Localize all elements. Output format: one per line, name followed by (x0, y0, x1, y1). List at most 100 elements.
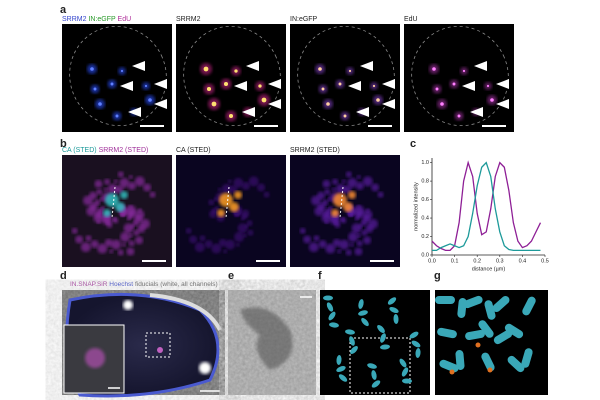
segment (380, 333, 386, 343)
arrowhead (360, 61, 373, 71)
segment (463, 295, 483, 309)
nucleus-outline (69, 25, 167, 127)
segment (336, 355, 342, 365)
blob (321, 212, 332, 223)
image-f (320, 290, 430, 395)
segment (522, 296, 536, 316)
spot (432, 67, 436, 71)
y-tick-label: 0.2 (421, 234, 429, 240)
blob (246, 220, 253, 227)
nucleus-outline (411, 25, 509, 127)
spot (223, 81, 229, 87)
arrowhead (128, 107, 141, 117)
channel: Hoechst (109, 281, 133, 288)
blob (120, 232, 131, 243)
blob (355, 181, 364, 190)
blob (337, 249, 342, 254)
blob (211, 243, 222, 254)
arrowhead (268, 99, 281, 109)
blob (234, 232, 245, 243)
blob (111, 239, 122, 250)
spot (211, 101, 217, 107)
blob (331, 187, 336, 192)
segment (350, 346, 358, 354)
nucleus-outline (297, 25, 395, 127)
blob (310, 195, 321, 206)
segment (399, 358, 407, 368)
blob (362, 176, 373, 187)
blob (313, 235, 320, 242)
image-b (290, 155, 400, 267)
y-axis-label: normalized intensity (413, 182, 419, 231)
segment (358, 299, 364, 309)
blob (103, 187, 108, 192)
blob (139, 218, 150, 229)
blob (112, 217, 119, 224)
segment (380, 344, 390, 350)
spot (115, 114, 119, 118)
spot (348, 69, 352, 73)
blob (242, 233, 247, 238)
blob (244, 224, 249, 229)
x-tick-label: 0.4 (519, 258, 527, 264)
blob (99, 197, 104, 202)
image-title: SRRM2 IN:eGFP EdU (62, 16, 131, 23)
blob (322, 179, 331, 188)
arrowhead (348, 81, 361, 91)
spot (110, 82, 114, 86)
image-title: SRRM2 (176, 16, 201, 23)
blob (82, 195, 93, 206)
arrowhead (154, 99, 167, 109)
blob (241, 181, 250, 190)
blob (133, 229, 140, 236)
line-series (431, 160, 542, 252)
segment (336, 365, 346, 373)
channel: fiducials (white, all channels) (135, 281, 218, 288)
channel: SRRM2 (STED) (99, 147, 149, 154)
blob (208, 199, 215, 206)
image-title: SRRM2 (STED) (290, 147, 340, 154)
segment (326, 302, 334, 312)
blob (221, 183, 232, 194)
segment (457, 298, 467, 318)
spot (206, 86, 212, 92)
arrowhead (496, 99, 509, 109)
blob (134, 209, 145, 220)
blob (189, 235, 198, 244)
segment (371, 370, 377, 380)
segment (439, 359, 459, 373)
segment (481, 352, 495, 372)
y-tick-label: 0.0 (421, 252, 429, 258)
bright-blob (348, 191, 356, 199)
segment (455, 350, 465, 370)
image-title: CA (STED) SRRM2 (STED) (62, 147, 148, 154)
blob (225, 239, 236, 250)
segment (371, 380, 381, 388)
y-tick-label: 0.6 (421, 197, 429, 203)
blob (109, 249, 114, 254)
blob (349, 242, 354, 247)
segment (411, 340, 421, 348)
segment (329, 322, 339, 328)
x-tick-label: 0.0 (428, 258, 436, 264)
panel-label: d (60, 270, 67, 282)
bright-blob (120, 191, 128, 199)
spot (234, 69, 238, 73)
arrowhead (246, 61, 259, 71)
blob (358, 224, 363, 229)
spot (462, 69, 466, 73)
segment (492, 295, 510, 313)
blob (199, 235, 206, 242)
image-title: IN:eGFP (290, 16, 318, 23)
blob (128, 233, 133, 238)
arrowhead (356, 107, 369, 117)
arrowhead (462, 81, 475, 91)
blob (80, 242, 91, 253)
bright-blob (219, 193, 233, 207)
segment (465, 329, 485, 341)
segment (338, 374, 348, 382)
profile-line (225, 186, 230, 219)
arrowhead (268, 79, 281, 89)
image-title: EdU (404, 16, 418, 23)
segment (521, 348, 533, 368)
